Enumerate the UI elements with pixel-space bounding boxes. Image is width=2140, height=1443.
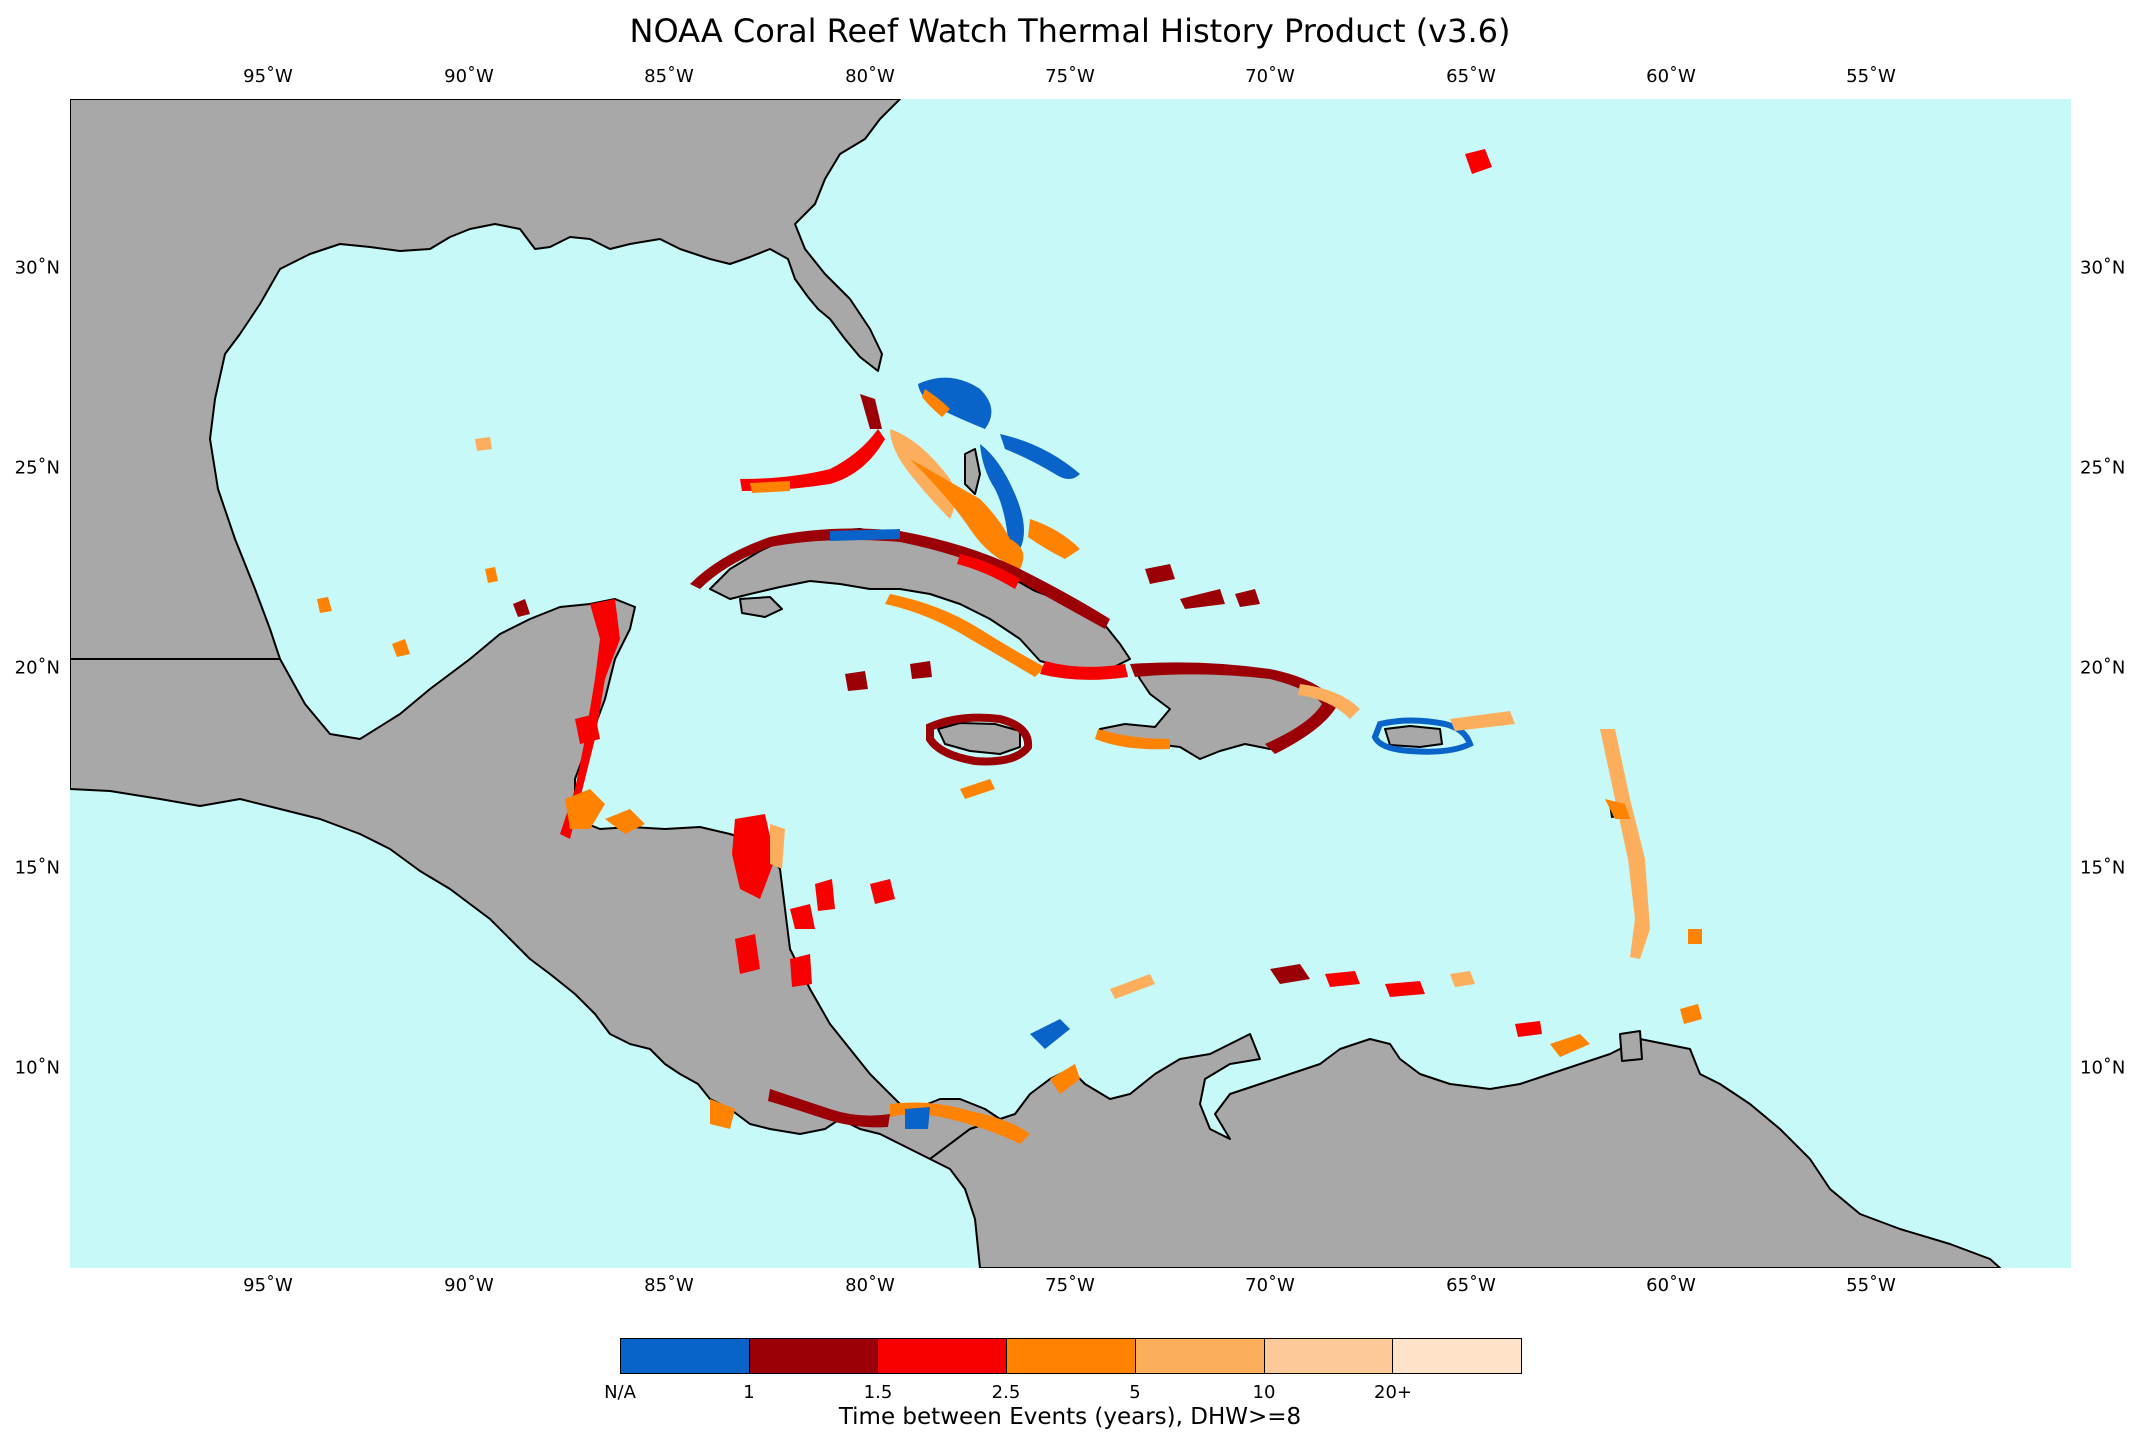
- colorbar-label: 5: [1129, 1382, 1141, 1403]
- land-south-america: [929, 1033, 2001, 1268]
- lat-tick-left: 25˚N: [14, 457, 60, 479]
- colorbar-title: Time between Events (years), DHW>=8: [838, 1404, 1302, 1430]
- lon-tick-top: 95˚W: [243, 66, 293, 87]
- colorbar-segment-1: [749, 1339, 879, 1373]
- landmasses: [70, 99, 2001, 1268]
- lon-tick-top: 85˚W: [644, 66, 694, 87]
- colorbar-segment-2-5: [1007, 1339, 1136, 1373]
- caribbean-map[interactable]: [70, 99, 2071, 1268]
- lon-tick-top: 65˚W: [1446, 66, 1496, 87]
- land-north-america: [70, 99, 901, 660]
- land-trinidad: [1619, 1030, 1643, 1062]
- lon-tick-bottom: 90˚W: [444, 1275, 494, 1296]
- colorbar: [620, 1338, 1522, 1374]
- map-title: NOAA Coral Reef Watch Thermal History Pr…: [629, 12, 1511, 50]
- lat-tick-right: 15˚N: [2080, 857, 2126, 879]
- reef-patches: [317, 149, 1702, 1144]
- lat-tick-right: 25˚N: [2080, 457, 2126, 479]
- colorbar-label: 2.5: [991, 1382, 1021, 1403]
- land-isla-juventud: [739, 596, 783, 618]
- land-central-america: [70, 598, 1001, 1160]
- lon-tick-bottom: 70˚W: [1245, 1275, 1295, 1296]
- lat-tick-right: 10˚N: [2080, 1057, 2126, 1079]
- colorbar-label: 1.5: [863, 1382, 893, 1403]
- lat-tick-left: 10˚N: [14, 1057, 60, 1079]
- lat-tick-left: 30˚N: [14, 257, 60, 279]
- lon-tick-top: 90˚W: [444, 66, 494, 87]
- colorbar-segment-5: [1135, 1339, 1265, 1373]
- colorbar-label: N/A: [604, 1382, 636, 1403]
- lon-tick-bottom: 85˚W: [644, 1275, 694, 1296]
- lon-tick-bottom: 55˚W: [1846, 1275, 1896, 1296]
- land-andros: [964, 448, 981, 495]
- colorbar-label: 1: [743, 1382, 755, 1403]
- colorbar-label: 10: [1252, 1382, 1276, 1403]
- lat-tick-right: 30˚N: [2080, 257, 2126, 279]
- lon-tick-bottom: 95˚W: [243, 1275, 293, 1296]
- lon-tick-bottom: 80˚W: [845, 1275, 895, 1296]
- lat-tick-left: 15˚N: [14, 857, 60, 879]
- lon-tick-top: 70˚W: [1245, 66, 1295, 87]
- colorbar-segment-20: [1393, 1339, 1522, 1373]
- colorbar-segment-na: [621, 1339, 750, 1373]
- lat-tick-left: 20˚N: [14, 657, 60, 679]
- lon-tick-top: 75˚W: [1045, 66, 1095, 87]
- lon-tick-bottom: 65˚W: [1446, 1275, 1496, 1296]
- land-puerto-rico: [1384, 725, 1443, 748]
- land-jamaica: [937, 722, 1021, 755]
- lat-tick-right: 20˚N: [2080, 657, 2126, 679]
- colorbar-segment-1-5: [878, 1339, 1008, 1373]
- lon-tick-bottom: 60˚W: [1646, 1275, 1696, 1296]
- lon-tick-bottom: 75˚W: [1045, 1275, 1095, 1296]
- colorbar-segment-10: [1264, 1339, 1394, 1373]
- lon-tick-top: 55˚W: [1846, 66, 1896, 87]
- lon-tick-top: 60˚W: [1646, 66, 1696, 87]
- lon-tick-top: 80˚W: [845, 66, 895, 87]
- colorbar-label: 20+: [1374, 1382, 1412, 1403]
